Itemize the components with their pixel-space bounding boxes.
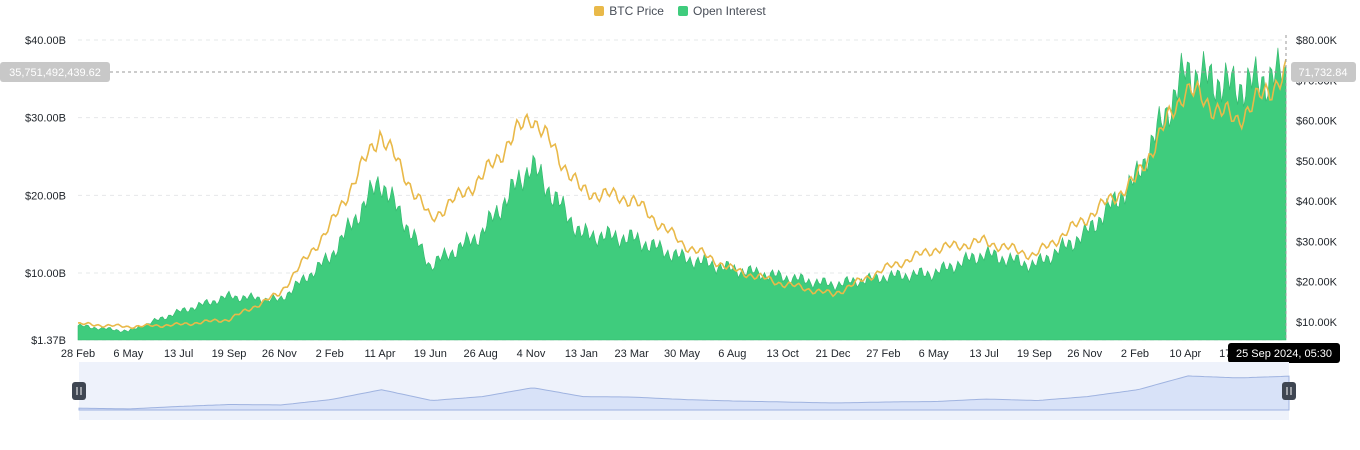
chart-legend: BTC Price Open Interest [0,4,1360,18]
x-axis-tick-label: 28 Feb [61,348,95,360]
left-axis-tick-label: $40.00B [25,35,66,47]
x-axis-tick-label: 6 May [919,348,949,360]
right-axis-tick-label: $80.00K [1296,35,1338,47]
navigator-right-handle[interactable] [1282,382,1296,400]
x-axis-tick-label: 30 May [664,348,701,360]
crosshair: 35,751,492,439.62 71,732.84 25 Sep 2024,… [0,35,1356,363]
x-axis-tick-label: 13 Jul [164,348,193,360]
left-axis-tick-label: $10.00B [25,268,66,280]
x-axis-tick-label: 26 Nov [262,348,297,360]
x-axis-tick-label: 2 Feb [1121,348,1149,360]
x-axis-tick-label: 23 Mar [615,348,650,360]
x-axis-tick-label: 6 Aug [718,348,746,360]
x-axis: 28 Feb 6 May 13 Jul 19 Sep 26 Nov 2 Feb 11 Apr… [61,348,1252,360]
crosshair-date-label: 25 Sep 2024, 05:30 [1236,348,1332,360]
btc-price-line [77,58,1287,330]
left-axis-tick-label: $1.37B [31,335,66,347]
x-axis-tick-label: 13 Oct [766,348,798,360]
x-axis-tick-label: 26 Nov [1067,348,1102,360]
x-axis-tick-label: 13 Jul [969,348,998,360]
right-axis-tick-label: $50.00K [1296,156,1338,168]
crosshair-right-label-bg [1291,62,1356,82]
right-axis-tick-label: $60.00K [1296,116,1338,128]
crosshair-date-label-bg [1228,343,1340,363]
legend-item-btc-price[interactable]: BTC Price [594,4,664,18]
open-interest-layer [77,47,1287,341]
left-axis: $1.37B $10.00B $20.00B $30.00B $40.00B [25,35,66,347]
btc-price-layer [77,58,1287,330]
x-axis-tick-label: 27 Feb [866,348,900,360]
left-axis-tick-label: $20.00B [25,190,66,202]
right-axis-tick-label: $10.00K [1296,317,1338,329]
right-axis-tick-label: $40.00K [1296,196,1338,208]
x-axis-tick-label: 19 Sep [212,348,247,360]
range-navigator[interactable] [72,362,1296,420]
right-axis-tick-label: $30.00K [1296,236,1338,248]
navigator-series-area [78,375,1290,411]
right-axis-tick-label: $20.00K [1296,277,1338,289]
legend-item-open-interest[interactable]: Open Interest [677,4,766,18]
open-interest-swatch [677,6,688,16]
left-axis-tick-label: $30.00B [25,113,66,125]
right-axis: $10.00K $20.00K $30.00K $40.00K $50.00K $60.0… [1296,35,1338,329]
x-axis-tick-label: 13 Jan [565,348,598,360]
x-axis-tick-label: 19 Sep [1017,348,1052,360]
open-interest-area [77,47,1287,341]
x-axis-tick-label: 2 Feb [316,348,344,360]
x-axis-tick-label: 4 Nov [517,348,546,360]
crosshair-right-value: 71,732.84 [1299,67,1348,79]
crosshair-left-value: 35,751,492,439.62 [9,67,101,79]
legend-label-open-interest: Open Interest [692,4,766,18]
x-axis-tick-label: 21 Dec [816,348,851,360]
btc-price-swatch [594,6,605,16]
x-axis-tick-label: 10 Apr [1169,348,1201,360]
navigator-left-handle[interactable] [72,382,86,400]
crosshair-left-label-bg [0,62,110,82]
x-axis-tick-label: 26 Aug [464,348,498,360]
legend-label-btc-price: BTC Price [609,4,664,18]
navigator-background [79,362,1289,420]
x-axis-tick-label: 11 Apr [365,348,396,360]
x-axis-tick-label: 6 May [113,348,143,360]
x-axis-tick-label: 19 Jun [414,348,447,360]
